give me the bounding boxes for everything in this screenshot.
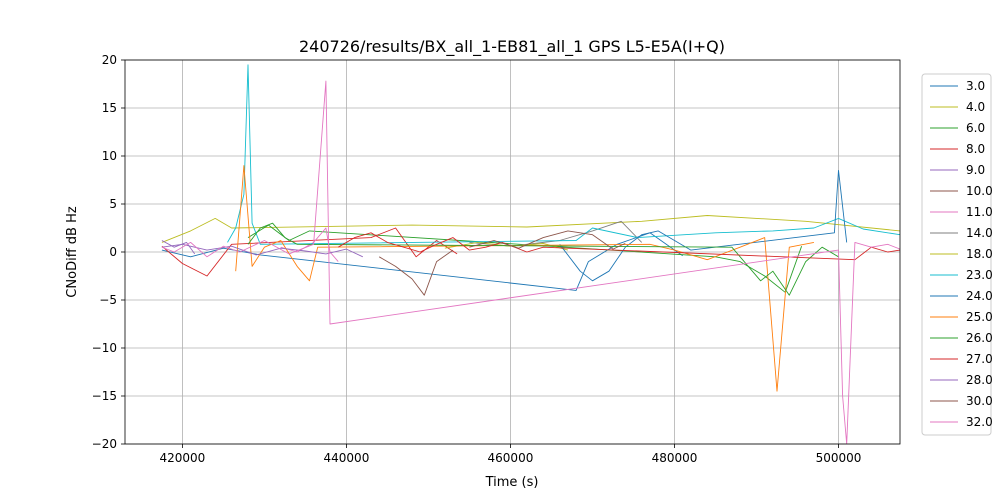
legend-label: 26.0: [966, 331, 993, 345]
x-tick-label: 480000: [652, 451, 698, 465]
legend-label: 18.0: [966, 247, 993, 261]
y-axis-ticks: −20 −15 −10 −5 0 5 10 15 20: [92, 53, 125, 451]
series-line-28-0: [161, 243, 363, 258]
x-axis-label: Time (s): [485, 475, 539, 490]
legend-label: 6.0: [966, 121, 985, 135]
legend-label: 25.0: [966, 310, 993, 324]
legend-label: 30.0: [966, 394, 993, 408]
legend-label: 24.0: [966, 289, 993, 303]
x-tick-label: 460000: [488, 451, 534, 465]
legend-label: 32.0: [966, 415, 993, 429]
legend-label: 4.0: [966, 100, 985, 114]
series-line-27-0: [337, 232, 900, 261]
series-lines: [161, 64, 900, 444]
legend-label: 8.0: [966, 142, 985, 156]
legend: 3.0 4.0 6.0 8.0 9.0 10.0 11.0 14.0 18.0 23.0 24.0 2…: [921, 73, 993, 436]
y-tick-label: −10: [92, 341, 117, 355]
x-tick-label: 500000: [816, 451, 862, 465]
legend-label: 27.0: [966, 352, 993, 366]
y-tick-label: 0: [109, 245, 117, 259]
series-line-30-0: [469, 230, 626, 250]
series-line-23-0: [227, 64, 900, 245]
x-tick-label: 420000: [160, 451, 206, 465]
series-line-10-0: [378, 249, 454, 296]
y-tick-label: 20: [102, 53, 117, 67]
series-line-26-0: [247, 222, 839, 296]
y-tick-label: −20: [92, 437, 117, 451]
y-tick-label: 10: [102, 149, 117, 163]
x-axis-ticks: 420000 440000 460000 480000 500000: [160, 444, 862, 465]
y-tick-label: 15: [102, 101, 117, 115]
y-tick-label: −5: [99, 293, 117, 307]
series-line-32-0: [161, 80, 900, 444]
y-tick-label: −15: [92, 389, 117, 403]
legend-label: 9.0: [966, 163, 985, 177]
series-line-24-0: [559, 169, 848, 282]
chart-title: 240726/results/BX_all_1-EB81_all_1 GPS L…: [299, 37, 725, 57]
legend-label: 23.0: [966, 268, 993, 282]
legend-label: 11.0: [966, 205, 993, 219]
legend-label: 14.0: [966, 226, 993, 240]
y-axis-label: CNoDiff dB Hz: [65, 206, 80, 298]
y-tick-label: 5: [109, 197, 117, 211]
series-line-4-0: [161, 215, 900, 243]
legend-label: 10.0: [966, 184, 993, 198]
legend-label: 28.0: [966, 373, 993, 387]
x-tick-label: 440000: [324, 451, 370, 465]
series-line-11-0: [280, 227, 339, 262]
legend-label: 3.0: [966, 79, 985, 93]
